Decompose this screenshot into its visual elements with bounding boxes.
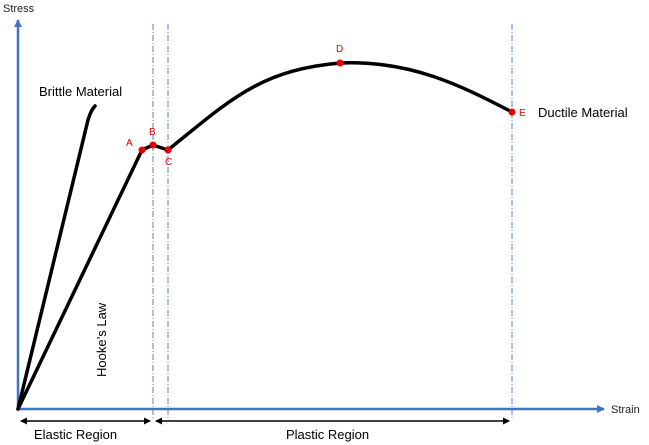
- plastic-region-label: Plastic Region: [286, 427, 369, 442]
- elastic-region-label: Elastic Region: [34, 427, 117, 442]
- point-b-marker: [149, 141, 157, 149]
- brittle-curve: [16, 104, 97, 411]
- x-axis-label: Strain: [611, 404, 640, 416]
- point-b-label: B: [149, 127, 156, 138]
- y-axis-label: Stress: [3, 3, 35, 15]
- point-d-marker: [336, 59, 344, 67]
- brittle-material-label: Brittle Material: [39, 84, 122, 99]
- point-e-label: E: [519, 108, 526, 119]
- hookes-law-label: Hooke’s Law: [94, 302, 109, 377]
- ductile-curve: [16, 61, 514, 411]
- point-c-marker: [164, 146, 172, 154]
- point-c-label: C: [165, 157, 172, 168]
- point-a-marker: [138, 146, 146, 154]
- ductile-material-label: Ductile Material: [538, 105, 628, 120]
- point-d-label: D: [336, 44, 343, 55]
- point-e-marker: [508, 108, 516, 116]
- point-a-label: A: [126, 138, 133, 149]
